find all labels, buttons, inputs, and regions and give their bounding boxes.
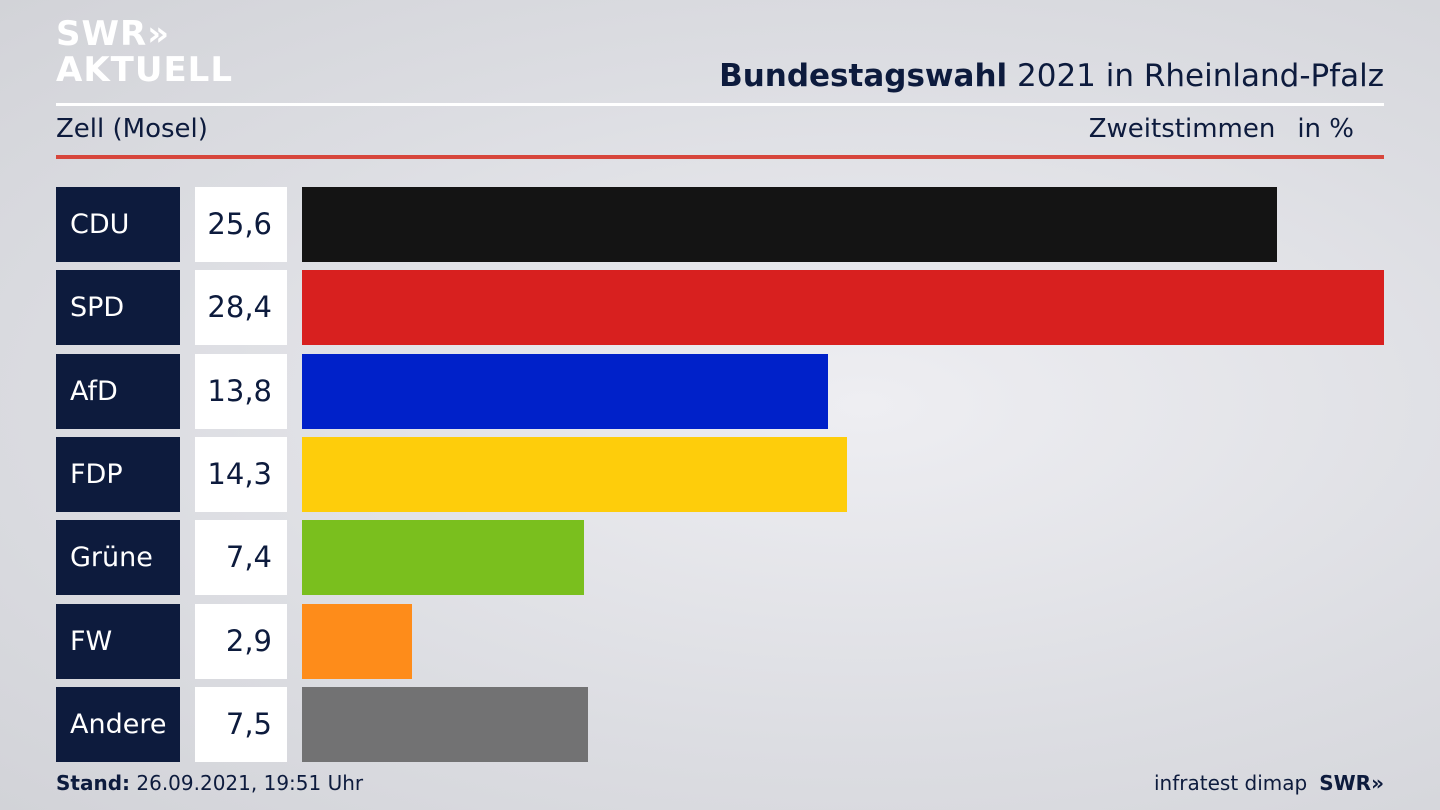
title-rest: 2021 in Rheinland-Pfalz bbox=[1007, 58, 1384, 94]
stand-value: 26.09.2021, 19:51 Uhr bbox=[130, 771, 364, 795]
value-label: 7,4 bbox=[195, 520, 287, 595]
bar bbox=[302, 270, 1384, 345]
value-label: 7,5 bbox=[195, 687, 287, 762]
party-label: FW bbox=[56, 604, 180, 679]
swr-footer-logo: SWR» bbox=[1319, 771, 1384, 795]
measure-type: Zweitstimmen bbox=[1088, 114, 1276, 144]
party-label: CDU bbox=[56, 187, 180, 262]
bar bbox=[302, 604, 412, 679]
measure-label: Zweitstimmen in % bbox=[1089, 114, 1354, 144]
source-credit: infratest dimap SWR» bbox=[1154, 771, 1384, 795]
party-label: AfD bbox=[56, 354, 180, 429]
party-label: FDP bbox=[56, 437, 180, 512]
party-label: Andere bbox=[56, 687, 180, 762]
logo-line-2: AKTUELL bbox=[56, 50, 234, 90]
swr-aktuell-logo: SWR» AKTUELL bbox=[56, 16, 233, 88]
measure-unit: in % bbox=[1297, 114, 1354, 144]
party-label: Grüne bbox=[56, 520, 180, 595]
value-label: 14,3 bbox=[195, 437, 287, 512]
value-label: 25,6 bbox=[195, 187, 287, 262]
bar bbox=[302, 687, 588, 762]
value-label: 2,9 bbox=[195, 604, 287, 679]
bar bbox=[302, 437, 847, 512]
value-label: 28,4 bbox=[195, 270, 287, 345]
stand-label: Stand: bbox=[56, 771, 131, 795]
region-label: Zell (Mosel) bbox=[56, 114, 208, 144]
header-divider bbox=[56, 103, 1384, 106]
accent-divider bbox=[56, 155, 1384, 159]
bar bbox=[302, 520, 584, 595]
bar bbox=[302, 354, 828, 429]
value-label: 13,8 bbox=[195, 354, 287, 429]
source-label: infratest dimap bbox=[1154, 771, 1308, 795]
bar bbox=[302, 187, 1277, 262]
timestamp: Stand: 26.09.2021, 19:51 Uhr bbox=[56, 771, 363, 795]
page-title: Bundestagswahl 2021 in Rheinland-Pfalz bbox=[719, 58, 1384, 94]
party-label: SPD bbox=[56, 270, 180, 345]
logo-line-1: SWR» bbox=[56, 14, 171, 54]
title-bold: Bundestagswahl bbox=[719, 58, 1008, 94]
